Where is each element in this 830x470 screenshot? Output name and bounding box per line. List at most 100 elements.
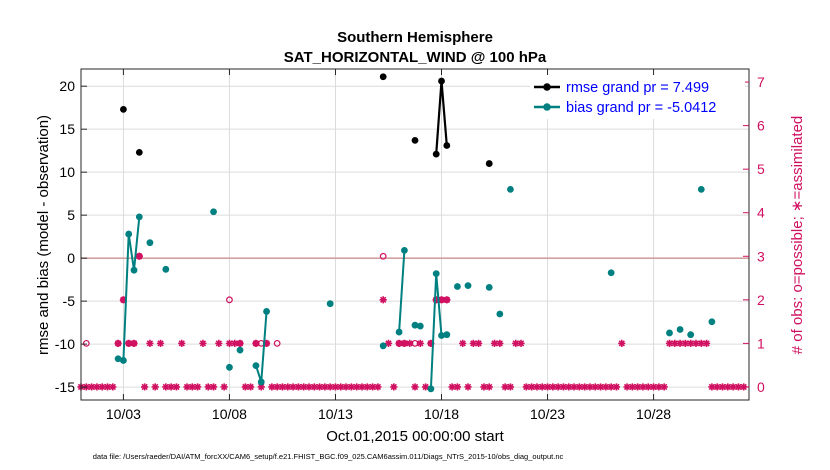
x-axis-ticks: 10/03 10/08 10/13 10/18 10/23 10/28 <box>106 69 671 422</box>
obs-assimilated-marker <box>565 383 573 391</box>
bias-point <box>135 213 143 221</box>
obs-assimilated-marker <box>98 383 106 391</box>
legend-bias-label: bias grand pr = -5.0412 <box>566 100 716 116</box>
obs-assimilated-marker <box>368 383 377 391</box>
obs-assimilated-marker <box>538 383 546 391</box>
bias-series <box>114 185 716 393</box>
rmse-point <box>379 73 387 81</box>
obs-assimilated-marker <box>183 383 191 391</box>
obs-possible-marker <box>226 296 233 304</box>
obs-assimilated-marker <box>331 383 340 391</box>
y-left-tick-label: 0 <box>67 250 75 266</box>
obs-assimilated-marker <box>252 339 260 347</box>
y-right-tick-label: 7 <box>757 74 765 90</box>
bias-point <box>427 385 435 393</box>
bias-point <box>666 329 673 337</box>
obs-assimilated-marker <box>475 339 483 347</box>
obs-assimilated-marker <box>718 383 727 391</box>
bias-point <box>416 322 424 330</box>
chart-title-line1: Southern Hemisphere <box>337 29 493 46</box>
x-tick-label: 10/18 <box>424 406 459 422</box>
obs-assimilated-marker <box>114 339 122 347</box>
obs-count-markers <box>77 252 748 391</box>
obs-assimilated-marker <box>125 339 133 347</box>
obs-possible-marker <box>273 339 281 347</box>
obs-assimilated-marker <box>278 383 287 391</box>
obs-assimilated-marker <box>708 383 716 391</box>
rmse-point <box>438 77 445 85</box>
obs-assimilated-marker <box>204 383 212 391</box>
obs-assimilated-marker <box>517 339 525 347</box>
y-right-tick-label: 3 <box>757 248 765 264</box>
obs-assimilated-marker <box>109 383 117 391</box>
obs-assimilated-marker <box>130 339 138 347</box>
y-right-tick-label: 4 <box>757 205 765 221</box>
obs-assimilated-marker <box>448 383 456 391</box>
obs-assimilated-marker <box>342 383 350 391</box>
rmse-point <box>485 160 493 167</box>
obs-assimilated-marker <box>676 339 684 347</box>
obs-assimilated-marker <box>337 383 345 391</box>
obs-assimilated-marker <box>188 383 196 391</box>
obs-assimilated-marker <box>353 383 361 391</box>
y-left-tick-label: -10 <box>55 336 75 352</box>
obs-assimilated-marker <box>146 339 154 347</box>
obs-assimilated-marker <box>268 383 276 391</box>
y-left-tick-label: 15 <box>59 121 75 137</box>
obs-possible-marker <box>379 252 387 260</box>
obs-assimilated-marker <box>326 383 334 391</box>
obs-assimilated-marker <box>549 383 557 391</box>
obs-assimilated-marker <box>506 383 515 391</box>
obs-assimilated-marker <box>692 339 700 347</box>
bias-point <box>432 270 440 278</box>
obs-assimilated-marker <box>400 339 408 347</box>
obs-assimilated-marker <box>612 383 621 391</box>
bias-point <box>257 378 265 386</box>
obs-assimilated-marker <box>289 383 297 391</box>
obs-assimilated-marker <box>512 339 520 347</box>
obs-assimilated-marker <box>178 339 186 347</box>
y-axis-right-ticks: 0 1 2 3 4 5 6 7 <box>743 74 765 395</box>
obs-assimilated-marker <box>687 339 695 347</box>
obs-assimilated-marker <box>528 383 536 391</box>
obs-possible-marker <box>82 339 90 347</box>
rmse-point <box>135 148 143 156</box>
y-left-tick-label: -5 <box>63 293 76 309</box>
rmse-point <box>443 142 451 149</box>
obs-assimilated-marker <box>660 383 668 391</box>
y-axis-right-label: # of obs: o=possible; ∗=assimilated <box>789 116 806 355</box>
x-tick-label: 10/28 <box>636 406 671 422</box>
obs-assimilated-marker <box>363 383 371 391</box>
obs-assimilated-marker <box>623 383 631 391</box>
bias-point <box>454 283 461 290</box>
bias-point <box>395 328 403 336</box>
chart-title-line2: SAT_HORIZONTAL_WIND @ 100 hPa <box>284 49 547 66</box>
plot-frame <box>80 68 750 401</box>
obs-assimilated-marker <box>347 383 355 391</box>
obs-assimilated-marker <box>406 339 414 347</box>
plot-area <box>81 69 749 400</box>
bias-point <box>676 326 684 333</box>
obs-assimilated-marker <box>480 383 488 391</box>
obs-assimilated-marker <box>194 383 202 391</box>
obs-assimilated-marker <box>602 383 610 391</box>
bias-point <box>226 363 233 371</box>
bias-point <box>464 282 472 290</box>
y-axis-left-label: rmse and bias (model - observation) <box>35 115 52 355</box>
obs-assimilated-marker <box>262 339 271 347</box>
x-tick-label: 10/03 <box>106 406 141 422</box>
obs-assimilated-marker <box>596 383 605 391</box>
obs-assimilated-marker <box>644 383 652 391</box>
obs-assimilated-marker <box>681 339 689 347</box>
obs-assimilated-marker <box>724 383 732 391</box>
bias-point <box>687 331 695 339</box>
y-right-tick-label: 6 <box>757 118 765 134</box>
obs-assimilated-marker <box>427 339 435 347</box>
legend-box <box>530 75 745 119</box>
obs-assimilated-marker <box>618 339 626 347</box>
obs-assimilated-marker <box>522 383 530 391</box>
obs-assimilated-marker <box>422 383 430 391</box>
obs-assimilated-marker <box>379 296 387 304</box>
bias-point <box>496 310 504 318</box>
obs-assimilated-marker <box>729 383 737 391</box>
